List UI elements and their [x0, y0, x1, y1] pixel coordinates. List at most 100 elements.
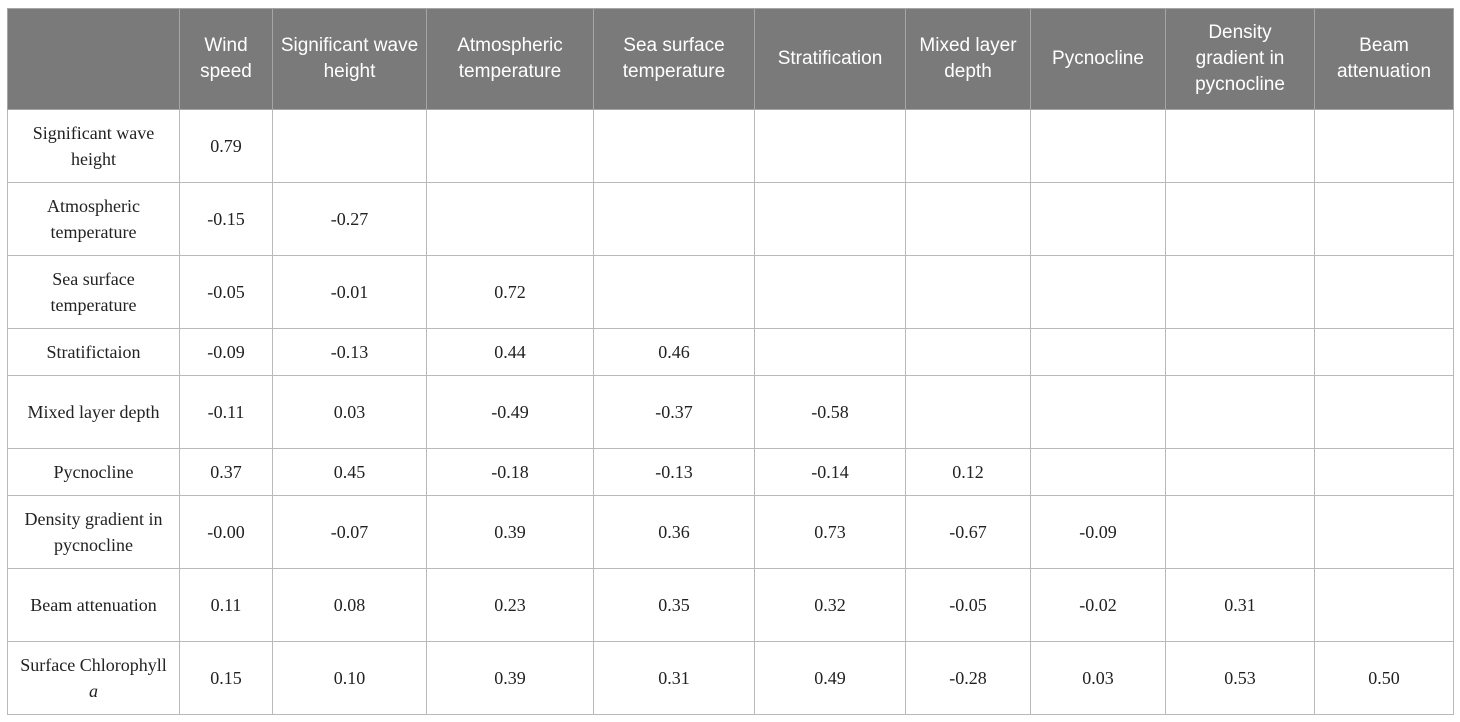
table-cell [1314, 182, 1454, 256]
table-cell: 0.53 [1165, 641, 1315, 715]
table-cell: -0.37 [593, 375, 755, 449]
table-cell: 0.73 [754, 495, 906, 569]
row-label: Atmospheric temperature [7, 182, 180, 256]
table-cell: 0.72 [426, 255, 594, 329]
table-cell [1030, 375, 1166, 449]
row-label-text: Surface Chlorophyll [20, 655, 167, 675]
table-cell: 0.03 [1030, 641, 1166, 715]
table-cell [272, 109, 427, 183]
table-cell: 0.36 [593, 495, 755, 569]
table-cell: -0.13 [272, 328, 427, 376]
table-cell [1165, 182, 1315, 256]
table-cell: 0.11 [179, 568, 273, 642]
table-cell [905, 255, 1031, 329]
column-header: Stratification [754, 8, 906, 110]
table-cell: -0.14 [754, 448, 906, 496]
table-cell: -0.28 [905, 641, 1031, 715]
table-cell [426, 109, 594, 183]
table-cell [1314, 448, 1454, 496]
table-cell: -0.13 [593, 448, 755, 496]
table-row: Atmospheric temperature -0.15 -0.27 [7, 182, 1454, 256]
table-cell: -0.67 [905, 495, 1031, 569]
row-label: Stratifictaion [7, 328, 180, 376]
table-cell: 0.39 [426, 641, 594, 715]
table-cell: -0.05 [179, 255, 273, 329]
table-cell [1314, 109, 1454, 183]
column-header: Beam attenuation [1314, 8, 1454, 110]
table-cell [1165, 495, 1315, 569]
table-cell [1165, 255, 1315, 329]
table-cell: 0.31 [593, 641, 755, 715]
table-cell [1030, 182, 1166, 256]
table-cell [1314, 375, 1454, 449]
table-cell: -0.49 [426, 375, 594, 449]
table-cell: -0.09 [1030, 495, 1166, 569]
table-cell [593, 182, 755, 256]
table-cell: -0.09 [179, 328, 273, 376]
table-cell [905, 109, 1031, 183]
row-label: Beam attenuation [7, 568, 180, 642]
table-row: Density gradient in pycnocline -0.00 -0.… [7, 495, 1454, 569]
table-cell: 0.46 [593, 328, 755, 376]
table-cell [905, 375, 1031, 449]
table-cell: 0.49 [754, 641, 906, 715]
table-cell [1165, 448, 1315, 496]
column-header: Pycnocline [1030, 8, 1166, 110]
table-cell [754, 109, 906, 183]
table-cell [1314, 568, 1454, 642]
row-label: Sea surface temperature [7, 255, 180, 329]
table-cell [1030, 328, 1166, 376]
table-cell [1314, 328, 1454, 376]
table-row: Pycnocline 0.37 0.45 -0.18 -0.13 -0.14 0… [7, 448, 1454, 496]
table-cell [593, 109, 755, 183]
table-row: Beam attenuation 0.11 0.08 0.23 0.35 0.3… [7, 568, 1454, 642]
table-cell: 0.10 [272, 641, 427, 715]
table-cell: -0.07 [272, 495, 427, 569]
table-cell [1314, 255, 1454, 329]
column-header: Atmospheric temperature [426, 8, 594, 110]
table-cell [1030, 448, 1166, 496]
table-cell: -0.01 [272, 255, 427, 329]
table-row: Mixed layer depth -0.11 0.03 -0.49 -0.37… [7, 375, 1454, 449]
row-label-italic: a [89, 681, 98, 701]
table-row: Sea surface temperature -0.05 -0.01 0.72 [7, 255, 1454, 329]
table-cell [905, 182, 1031, 256]
table-cell: 0.32 [754, 568, 906, 642]
column-header: Wind speed [179, 8, 273, 110]
row-label: Surface Chlorophyll a [7, 641, 180, 715]
table-row: Significant wave height 0.79 [7, 109, 1454, 183]
row-label: Density gradient in pycnocline [7, 495, 180, 569]
table-cell [754, 255, 906, 329]
column-header: Significant wave height [272, 8, 427, 110]
table-cell: 0.08 [272, 568, 427, 642]
corner-header-cell [7, 8, 180, 110]
table-cell [754, 328, 906, 376]
table-cell [1165, 109, 1315, 183]
table-cell: -0.15 [179, 182, 273, 256]
table-cell [1165, 328, 1315, 376]
table-cell: -0.00 [179, 495, 273, 569]
column-header: Mixed layer depth [905, 8, 1031, 110]
table-cell: 0.23 [426, 568, 594, 642]
column-header: Density gradient in pycnocline [1165, 8, 1315, 110]
header-row: Wind speed Significant wave height Atmos… [7, 8, 1454, 110]
table-cell: 0.45 [272, 448, 427, 496]
table-cell: 0.44 [426, 328, 594, 376]
row-label: Mixed layer depth [7, 375, 180, 449]
table-cell: -0.18 [426, 448, 594, 496]
table-cell: 0.79 [179, 109, 273, 183]
table-cell: -0.58 [754, 375, 906, 449]
table-cell: 0.03 [272, 375, 427, 449]
table-cell [1030, 255, 1166, 329]
table-cell: -0.27 [272, 182, 427, 256]
table-cell [593, 255, 755, 329]
table-cell [1165, 375, 1315, 449]
table-cell: 0.12 [905, 448, 1031, 496]
table-cell [426, 182, 594, 256]
table-cell: -0.11 [179, 375, 273, 449]
table-cell: 0.35 [593, 568, 755, 642]
table-row: Surface Chlorophyll a 0.15 0.10 0.39 0.3… [7, 641, 1454, 715]
table-cell [1030, 109, 1166, 183]
column-header: Sea surface temperature [593, 8, 755, 110]
table-cell: 0.39 [426, 495, 594, 569]
